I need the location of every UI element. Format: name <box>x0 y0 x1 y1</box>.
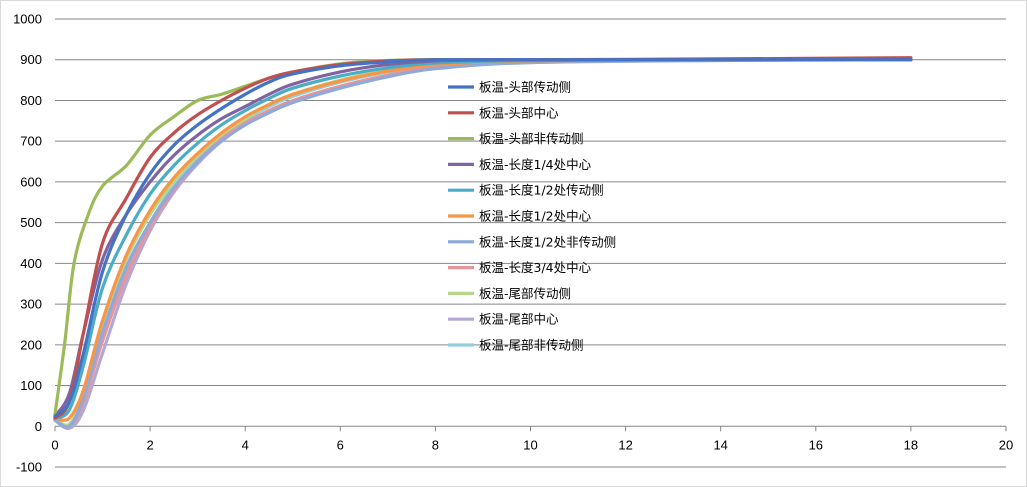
y-tick-label: 100 <box>20 378 42 393</box>
y-tick-label: 700 <box>20 134 42 149</box>
x-tick-label: 10 <box>523 437 537 452</box>
legend-label: 板温-长度1/4处中心 <box>479 157 592 172</box>
y-tick-label: 500 <box>20 215 42 230</box>
legend-label: 板温-头部非传动侧 <box>479 131 584 146</box>
legend-label: 板温-头部中心 <box>479 105 559 120</box>
x-tick-label: 6 <box>337 437 344 452</box>
legend-label: 板温-长度1/2处非传动侧 <box>479 234 616 249</box>
series-line <box>53 58 913 429</box>
y-tick-label: 1000 <box>13 12 42 27</box>
legend-label: 板温-长度3/4处中心 <box>479 260 592 275</box>
x-tick-label: 12 <box>618 437 632 452</box>
y-tick-label: 200 <box>20 337 42 352</box>
y-tick-label: 600 <box>20 174 42 189</box>
legend-label: 板温-尾部非传动侧 <box>479 338 584 353</box>
y-tick-label: 400 <box>20 256 42 271</box>
y-axis-ticks: -100 0 100 200 300 400 500 600 700 800 900 1000 <box>13 12 42 475</box>
x-tick-label: 0 <box>51 437 58 452</box>
series-line <box>53 57 913 418</box>
series-lines <box>53 56 913 431</box>
legend-label: 板温-长度1/2处传动侧 <box>479 183 604 198</box>
x-tick-label: 14 <box>713 437 727 452</box>
x-tick-label: 18 <box>904 437 918 452</box>
legend-label: 板温-尾部传动侧 <box>479 286 571 301</box>
x-tick-label: 4 <box>242 437 249 452</box>
x-tick-label: 2 <box>146 437 153 452</box>
y-tick-label: 800 <box>20 93 42 108</box>
y-tick-label: -100 <box>16 460 42 475</box>
x-tick-label: 8 <box>432 437 439 452</box>
legend-label: 板温-尾部中心 <box>479 312 559 327</box>
legend: 板温-头部传动侧板温-头部中心板温-头部非传动侧板温-长度1/4处中心板温-长度… <box>448 80 616 353</box>
x-tick-label: 20 <box>999 437 1013 452</box>
y-tick-label: 300 <box>20 297 42 312</box>
y-tick-label: 900 <box>20 52 42 67</box>
y-tick-label: 0 <box>35 419 42 434</box>
x-axis-ticks: 0 2 4 6 8 10 12 14 16 18 20 <box>51 426 1013 452</box>
legend-label: 板温-长度1/2处中心 <box>479 209 592 224</box>
legend-label: 板温-头部传动侧 <box>479 80 571 95</box>
x-tick-label: 16 <box>809 437 823 452</box>
